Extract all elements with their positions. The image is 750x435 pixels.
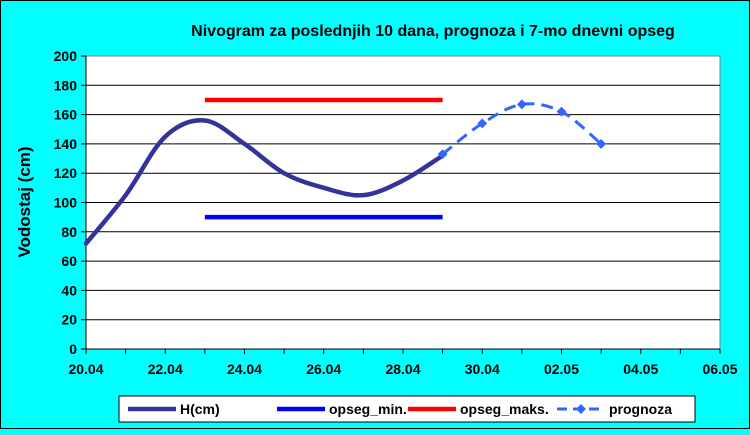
legend-label: H(cm) [180,401,220,417]
series-h-cm [83,118,445,246]
legend-label: opseg_min. [329,401,407,417]
x-tick-label: 26.04 [306,361,341,377]
chart-title: Nivogram za poslednjih 10 dana, prognoza… [191,23,675,40]
x-tick-label: 02.05 [544,361,579,377]
series-prognoza [437,99,607,160]
y-tick-label: 200 [54,48,78,64]
x-tick-label: 20.04 [68,361,103,377]
legend-item-opseg-min: opseg_min. [277,401,407,417]
series-marker [516,99,527,110]
x-tick-label: 24.04 [227,361,262,377]
legend-item-opseg-maks: opseg_maks. [408,401,549,417]
legend: H(cm) opseg_min. opseg_maks. prognoza [118,395,696,423]
y-tick-label: 0 [69,341,77,357]
y-tick-label: 20 [61,312,77,328]
svg-text:Vodostaj (cm): Vodostaj (cm) [15,146,34,257]
y-axis-label: Vodostaj (cm) [15,146,34,257]
y-tick-label: 120 [54,165,78,181]
legend-marker [576,404,586,414]
y-tick-label: 40 [61,282,77,298]
x-tick-label: 06.05 [702,361,737,377]
series-layer [83,97,607,246]
x-tick-label: 04.05 [623,361,658,377]
series-line [83,118,445,246]
y-tick-label: 160 [54,107,78,123]
series-marker [437,149,448,160]
y-axis-ticks: 0 20 40 60 80 100 120 140 160 180 200 [54,48,720,357]
x-axis-ticks: 20.04 22.04 24.04 26.04 28.04 30.04 02.05 04.05… [68,349,738,377]
x-tick-label: 30.04 [465,361,500,377]
grid-lines [86,84,720,321]
x-tick-label: 22.04 [148,361,183,377]
series-marker [596,138,607,149]
legend-item-prognoza: prognoza [557,401,672,417]
x-tick-label: 28.04 [385,361,420,377]
y-tick-label: 180 [54,77,78,93]
legend-item-h-cm: H(cm) [128,401,220,417]
series-marker [556,106,567,117]
y-tick-label: 60 [61,253,77,269]
legend-label: prognoza [609,401,672,417]
y-tick-label: 100 [54,195,78,211]
y-tick-label: 140 [54,136,78,152]
legend-label: opseg_maks. [460,401,549,417]
y-tick-label: 80 [61,224,77,240]
